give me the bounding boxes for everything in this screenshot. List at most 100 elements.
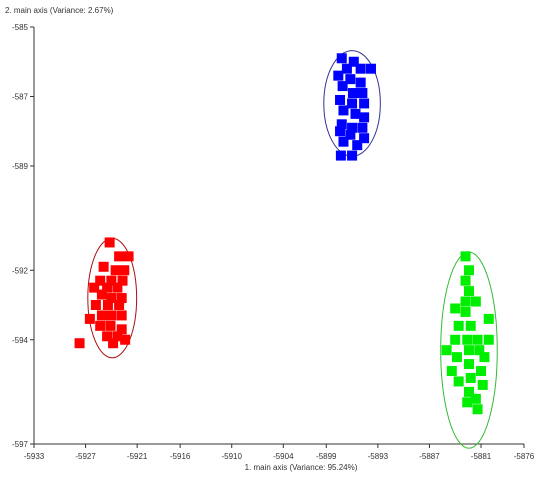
data-point-1 xyxy=(117,275,128,286)
data-point-3 xyxy=(479,352,490,363)
data-point-1 xyxy=(106,293,117,304)
data-point-1 xyxy=(105,320,116,331)
data-point-3 xyxy=(472,404,483,415)
data-point-3 xyxy=(472,334,483,345)
data-point-3 xyxy=(453,320,464,331)
data-point-1 xyxy=(84,313,95,324)
data-point-3 xyxy=(483,334,494,345)
data-point-2 xyxy=(352,140,363,151)
data-point-1 xyxy=(104,237,115,248)
data-point-1 xyxy=(112,282,123,293)
data-point-3 xyxy=(465,320,476,331)
x-tick-label: -5899 xyxy=(316,452,337,461)
data-point-2 xyxy=(335,126,346,137)
data-point-2 xyxy=(365,63,376,74)
data-point-1 xyxy=(114,300,125,310)
data-point-1 xyxy=(119,265,130,276)
data-point-3 xyxy=(476,366,487,377)
data-point-2 xyxy=(347,122,358,133)
data-point-2 xyxy=(336,119,347,130)
data-point-3 xyxy=(460,296,471,307)
data-points xyxy=(74,53,494,415)
x-axis-ticks: -5933 -5927 -5921 -5916 -5910 -5904 -5899 -5893… xyxy=(24,444,535,461)
data-point-3 xyxy=(463,359,474,370)
data-point-3 xyxy=(446,366,457,377)
data-point-1 xyxy=(96,289,107,300)
data-point-3 xyxy=(462,397,473,408)
data-point-2 xyxy=(336,53,347,64)
data-point-2 xyxy=(335,150,346,161)
data-point-3 xyxy=(474,345,485,356)
data-point-1 xyxy=(106,310,117,321)
data-point-2 xyxy=(350,108,361,119)
data-point-1 xyxy=(116,310,127,321)
x-tick-label: -5904 xyxy=(273,452,294,461)
data-point-1 xyxy=(95,320,106,331)
data-point-3 xyxy=(451,352,462,363)
data-point-1 xyxy=(102,282,113,293)
data-point-3 xyxy=(463,386,474,397)
data-point-2 xyxy=(347,98,358,109)
data-point-2 xyxy=(355,63,366,74)
y-tick-label: -592 xyxy=(12,266,29,275)
data-point-2 xyxy=(347,88,358,99)
data-point-1 xyxy=(114,251,125,262)
data-point-3 xyxy=(477,379,488,390)
x-tick-label: -5927 xyxy=(75,452,96,461)
data-point-2 xyxy=(359,112,370,123)
data-point-3 xyxy=(470,296,481,307)
data-point-3 xyxy=(460,251,471,262)
data-point-3 xyxy=(450,303,461,314)
data-point-2 xyxy=(337,81,348,92)
data-point-2 xyxy=(345,129,356,140)
data-point-1 xyxy=(96,310,107,321)
data-point-1 xyxy=(116,293,127,304)
data-point-1 xyxy=(106,275,117,286)
data-point-2 xyxy=(357,88,368,99)
data-point-1 xyxy=(120,334,131,345)
data-point-1 xyxy=(112,331,123,342)
data-point-1 xyxy=(89,282,100,293)
data-point-3 xyxy=(483,313,494,324)
y-tick-label: -585 xyxy=(12,23,29,32)
data-point-2 xyxy=(355,77,366,88)
data-point-1 xyxy=(102,331,113,342)
x-tick-label: -5876 xyxy=(514,452,535,461)
y-tick-label: -594 xyxy=(12,336,29,345)
data-point-3 xyxy=(462,334,473,345)
data-point-1 xyxy=(95,275,106,286)
data-point-2 xyxy=(345,74,356,85)
data-point-2 xyxy=(333,70,344,81)
data-point-2 xyxy=(359,98,370,109)
x-tick-label: -5916 xyxy=(170,452,191,461)
cluster-ellipses xyxy=(87,50,498,449)
data-point-3 xyxy=(463,345,474,356)
x-tick-label: -5881 xyxy=(471,452,492,461)
data-point-2 xyxy=(357,122,368,133)
data-point-1 xyxy=(90,300,101,310)
data-point-2 xyxy=(338,105,349,116)
x-axis-title: 1. main axis (Variance: 95.24%) xyxy=(245,463,358,472)
data-point-1 xyxy=(123,251,134,262)
data-point-1 xyxy=(74,338,85,349)
data-point-3 xyxy=(463,265,474,276)
data-point-2 xyxy=(335,94,346,105)
data-point-3 xyxy=(450,334,461,345)
data-point-2 xyxy=(341,63,352,74)
data-point-1 xyxy=(110,265,121,276)
y-axis-ticks: -585 -587 -589 -592 -594 -597 xyxy=(12,23,34,449)
x-tick-label: -5887 xyxy=(419,452,440,461)
y-tick-label: -589 xyxy=(12,162,29,171)
data-point-2 xyxy=(338,136,349,147)
data-point-3 xyxy=(460,275,471,286)
data-point-2 xyxy=(359,133,370,144)
data-point-1 xyxy=(102,300,113,310)
data-point-2 xyxy=(348,56,359,67)
data-point-3 xyxy=(463,286,474,297)
data-point-1 xyxy=(98,261,109,272)
data-point-2 xyxy=(347,150,358,161)
data-point-1 xyxy=(116,324,127,335)
data-point-3 xyxy=(453,376,464,387)
x-tick-label: -5910 xyxy=(221,452,242,461)
